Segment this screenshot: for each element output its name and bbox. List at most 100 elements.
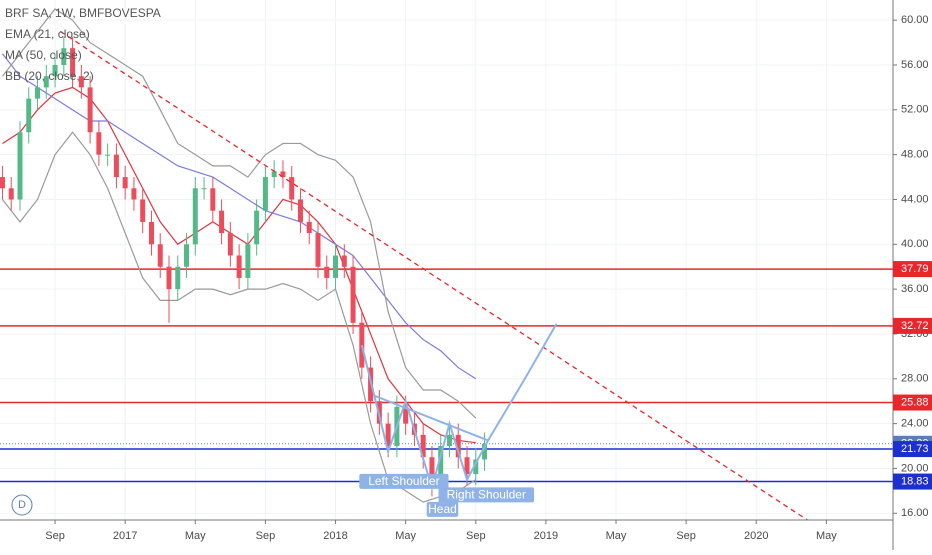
candle-body: [385, 423, 391, 447]
y-tick-label: 24.00: [901, 418, 929, 430]
price-label-bg: [893, 441, 932, 458]
legend-entry: BB (20, close, 2): [5, 69, 94, 83]
y-tick-label: 44.00: [901, 193, 929, 205]
candle-body: [17, 132, 23, 200]
annotation-box: [359, 473, 449, 489]
candle-body: [350, 266, 356, 323]
y-tick-label: 20.00: [901, 462, 929, 474]
candle-body: [43, 76, 49, 88]
x-tick-label: 2017: [113, 530, 137, 542]
candle-body: [289, 177, 295, 200]
candle-body: [254, 210, 260, 245]
price-label-bg: [893, 394, 932, 411]
candle-body: [96, 132, 102, 155]
candle-body: [227, 233, 233, 256]
y-tick-label: 60.00: [901, 14, 929, 26]
x-tick-label: May: [185, 530, 206, 542]
price-label-bg: [893, 317, 932, 334]
pattern-line: [360, 323, 558, 492]
legend-entry: EMA (21, close): [5, 27, 90, 41]
candle-body: [324, 266, 330, 278]
y-tick-label: 48.00: [901, 149, 929, 161]
candle-body: [70, 48, 76, 77]
x-tick-label: 2020: [744, 530, 768, 542]
candle-body: [420, 434, 426, 458]
x-tick-label: 2018: [323, 530, 347, 542]
candle-body: [157, 244, 163, 267]
candle-body: [236, 255, 242, 278]
indicator-line: [1, 8, 477, 419]
candle-body: [201, 188, 207, 190]
candle-body: [140, 199, 146, 222]
annotation: Left Shoulder: [368, 474, 439, 488]
candle-body: [262, 177, 268, 211]
indicator-line: [1, 53, 477, 380]
candle-body: [359, 322, 365, 368]
candle-body: [184, 244, 190, 267]
candle-body: [210, 188, 216, 211]
price-label: 25.88: [901, 396, 929, 408]
annotation: Right Shoulder: [447, 488, 526, 502]
annotation-box: [426, 501, 459, 517]
candle-body: [271, 171, 277, 178]
candle-body: [0, 177, 5, 189]
candle-body: [297, 199, 303, 222]
x-tick-label: Sep: [466, 530, 486, 542]
candle-body: [61, 48, 67, 65]
candle-body: [113, 154, 119, 178]
trend-line: [59, 30, 809, 520]
price-label: 32.72: [901, 320, 929, 332]
candle-body: [131, 188, 137, 200]
candle-body: [192, 188, 198, 245]
candle-body: [438, 446, 444, 475]
y-tick-label: 16.00: [901, 507, 929, 519]
price-label-bg: [893, 473, 932, 490]
candle-body: [122, 177, 128, 189]
candle-body: [26, 98, 32, 133]
candle-body: [473, 459, 479, 475]
x-tick-label: Sep: [45, 530, 65, 542]
candle-body: [315, 233, 321, 267]
candle-body: [455, 434, 461, 458]
candle-body: [52, 65, 58, 77]
candle-body: [403, 406, 409, 424]
annotation-box: [438, 487, 535, 503]
candle-body: [306, 221, 312, 234]
x-tick-label: 2019: [534, 530, 558, 542]
chart-title: BRF SA, 1W, BMFBOVESPA: [5, 6, 161, 20]
y-tick-label: 40.00: [901, 238, 929, 250]
candle-body: [8, 188, 14, 200]
candle-body: [341, 255, 347, 267]
x-tick-label: Sep: [256, 530, 276, 542]
legend-entry: MA (50, close): [5, 48, 82, 62]
x-tick-label: May: [395, 530, 416, 542]
badge-circle[interactable]: [11, 494, 33, 516]
candle-body: [148, 221, 154, 245]
candle-body: [219, 210, 225, 234]
neckline: [373, 394, 489, 442]
price-label: 18.83: [901, 475, 929, 487]
x-tick-label: May: [606, 530, 627, 542]
candle-body: [464, 457, 470, 475]
price-label-bg: [893, 261, 932, 278]
candle-body: [166, 266, 172, 290]
candle-body: [105, 154, 111, 156]
price-label: 21.73: [901, 443, 929, 455]
candle-body: [245, 244, 251, 278]
y-tick-label: 36.00: [901, 283, 929, 295]
candle-body: [446, 434, 452, 447]
y-tick-label: 28.00: [901, 373, 929, 385]
candle-body: [429, 457, 435, 475]
candle-body: [280, 171, 286, 178]
candle-body: [482, 443, 488, 460]
candle-body: [78, 76, 84, 88]
x-tick-label: Sep: [676, 530, 696, 542]
candle-body: [87, 87, 93, 133]
annotation: Head: [428, 502, 457, 516]
price-label: 37.79: [901, 263, 929, 275]
candle-body: [175, 266, 181, 290]
badge[interactable]: D: [18, 499, 26, 511]
y-tick-label: 52.00: [901, 104, 929, 116]
